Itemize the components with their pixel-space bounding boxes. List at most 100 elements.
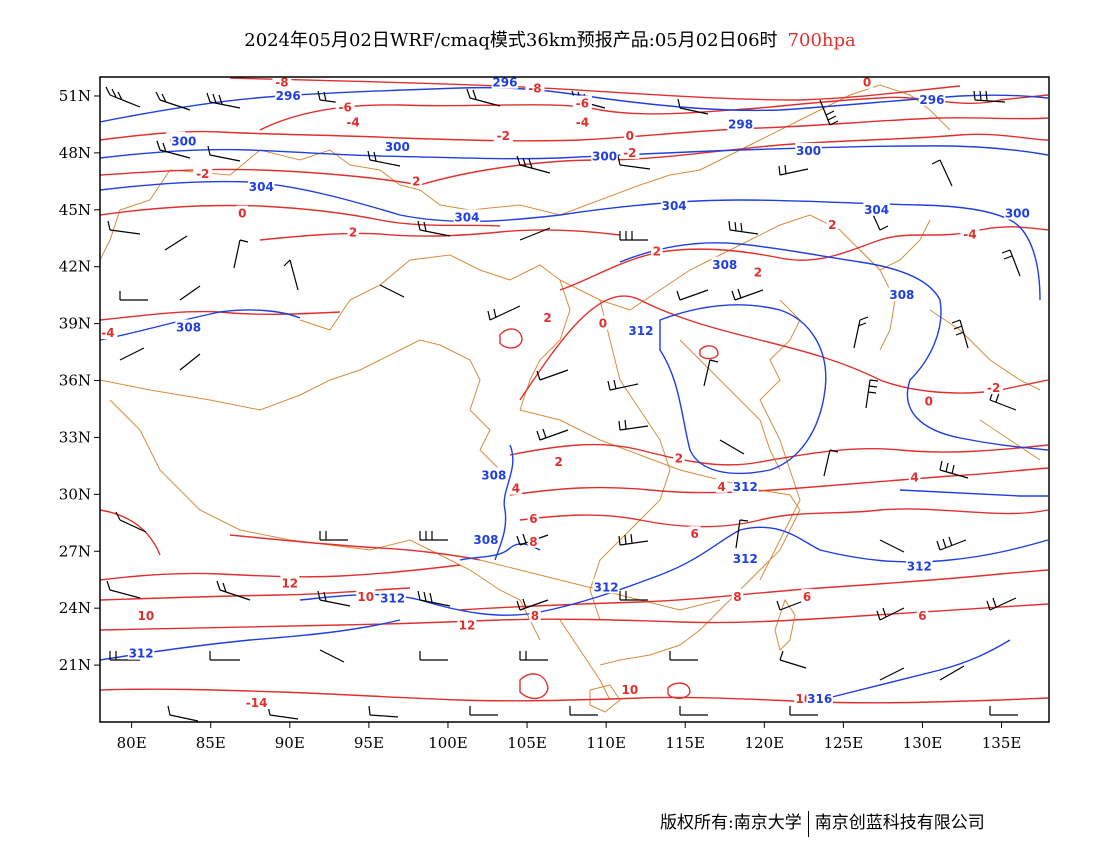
height-line <box>619 242 1049 451</box>
wind-barb <box>207 145 241 162</box>
x-axis: 80E 85E 90E 95E 100E 105E 110E 115E 120E 125E 130E… <box>117 722 1022 752</box>
temperature-label: 2 <box>754 265 762 279</box>
label-backdrop <box>347 224 359 239</box>
wind-barb <box>617 155 651 170</box>
temperature-isolines <box>100 77 1049 704</box>
temperature-label: 10 <box>622 683 639 697</box>
isotherm-line <box>100 133 1049 186</box>
x-tick-label: 135E <box>982 734 1022 752</box>
y-tick-label: 21N <box>59 656 91 674</box>
isotherm-line <box>519 673 549 699</box>
height-label: 304 <box>249 180 274 194</box>
temperature-label: 2 <box>543 311 551 325</box>
isotherm-line <box>100 603 1049 631</box>
isotherm-line <box>100 204 501 227</box>
isotherm-line <box>667 682 691 699</box>
temperature-label: -4 <box>101 326 114 340</box>
isotherm-line <box>509 467 1049 496</box>
label-backdrop <box>752 264 764 279</box>
height-label: 308 <box>481 468 506 482</box>
wind-barb <box>115 511 147 533</box>
wind-barb <box>317 590 351 607</box>
label-backdrop <box>731 588 744 603</box>
temperature-label: 0 <box>863 76 871 90</box>
wind-barb <box>419 651 448 661</box>
wind-barb <box>676 289 709 301</box>
label-backdrop <box>650 243 663 258</box>
temperature-label: -4 <box>576 116 589 130</box>
label-backdrop <box>274 87 302 102</box>
height-label: 308 <box>473 533 498 547</box>
y-tick-label: 30N <box>59 485 91 503</box>
label-backdrop <box>472 531 500 546</box>
label-backdrop <box>356 588 376 603</box>
height-label: 312 <box>628 324 653 338</box>
wind-barb <box>487 305 521 321</box>
isotherm-line <box>499 328 523 349</box>
height-label: 312 <box>380 592 405 606</box>
isotherm-line <box>259 94 1049 131</box>
wind-barb <box>216 580 251 601</box>
wind-barb <box>931 159 953 187</box>
y-tick-label: 42N <box>59 258 91 276</box>
x-tick-label: 90E <box>275 734 305 752</box>
label-backdrop <box>624 127 636 142</box>
wind-barb <box>267 705 299 720</box>
y-tick-label: 33N <box>59 428 91 446</box>
y-axis: 21N 24N 27N 30N 33N 36N 39N 42N 45N 48N 51N <box>59 87 100 674</box>
wind-barb <box>618 533 649 546</box>
wind-barb <box>986 597 1017 611</box>
height-line <box>100 145 1049 160</box>
isotherm-line <box>100 509 481 561</box>
border-hainan <box>589 684 621 713</box>
height-label: 300 <box>385 140 410 154</box>
label-backdrop <box>801 588 813 603</box>
height-label: 300 <box>796 144 821 158</box>
isotherm-line <box>100 117 1049 142</box>
temperature-label: -2 <box>196 167 209 181</box>
isotherm-line <box>259 229 621 241</box>
wind-barb <box>853 316 869 349</box>
temperature-label: -6 <box>576 97 589 111</box>
temperature-label: -2 <box>497 129 510 143</box>
label-backdrop <box>493 127 513 142</box>
isotherm-line <box>229 77 961 101</box>
temperature-label: 8 <box>733 590 741 604</box>
border-inner-mongolia <box>559 214 931 311</box>
isotherm-line <box>509 443 1049 466</box>
temperature-label: 2 <box>828 218 836 232</box>
temperature-label: 2 <box>555 455 563 469</box>
label-backdrop <box>688 526 701 541</box>
label-backdrop <box>795 142 822 157</box>
height-line <box>819 639 1011 701</box>
label-backdrop <box>572 114 592 129</box>
wind-barb <box>119 291 148 301</box>
wind-barb <box>105 86 141 108</box>
height-label: 296 <box>276 89 301 103</box>
wind-barb <box>879 667 905 681</box>
label-backdrop <box>410 173 423 188</box>
height-label: 308 <box>176 320 201 334</box>
wind-barb <box>519 651 548 661</box>
wind-barb <box>973 90 1006 103</box>
wind-barb <box>209 651 240 661</box>
y-tick-label: 48N <box>59 144 91 162</box>
wind-barb <box>879 539 905 553</box>
temperature-label: 2 <box>412 174 420 188</box>
wind-barb <box>728 220 759 235</box>
wind-barb <box>823 449 839 477</box>
temperature-label: 8 <box>531 609 539 623</box>
x-tick-label: 125E <box>824 734 864 752</box>
label-backdrop <box>248 179 275 194</box>
wind-barb <box>417 220 451 237</box>
label-backdrop <box>175 319 202 334</box>
temperature-label: 10 <box>357 590 374 604</box>
label-backdrop <box>826 216 839 231</box>
y-tick-label: 36N <box>59 372 91 390</box>
x-tick-label: 120E <box>745 734 785 752</box>
label-backdrop <box>923 393 935 408</box>
temperature-label: 6 <box>803 590 811 604</box>
label-backdrop <box>1004 205 1031 220</box>
label-backdrop <box>727 116 754 131</box>
